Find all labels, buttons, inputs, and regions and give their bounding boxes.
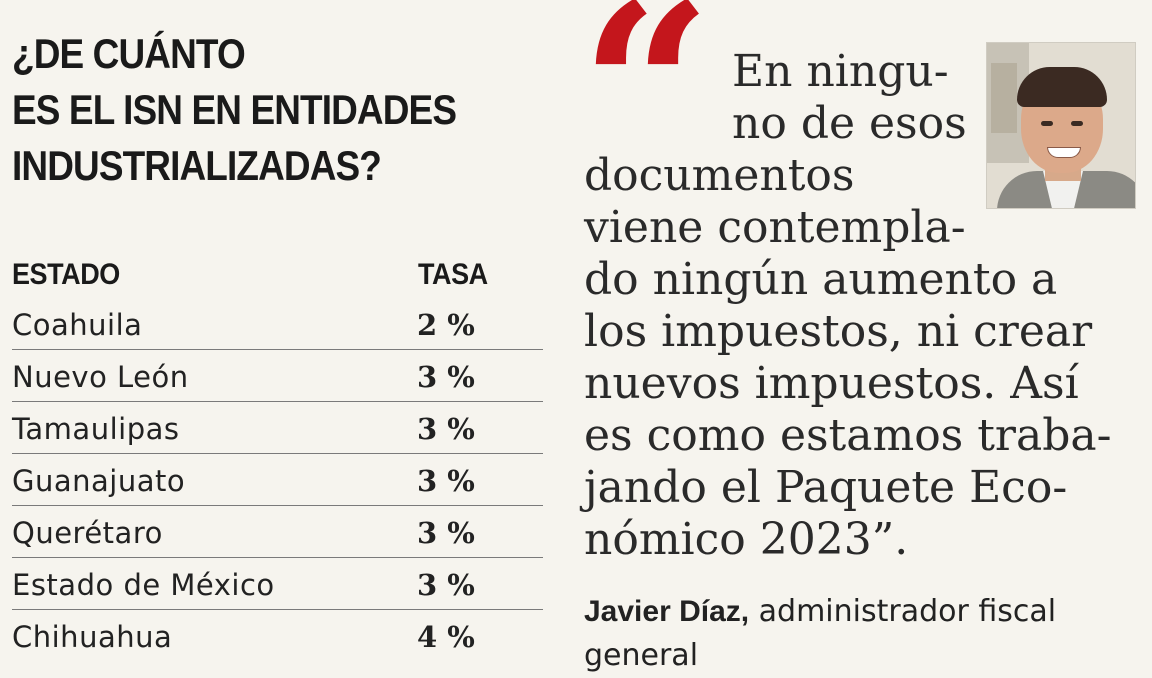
column-header-state: ESTADO [12,258,120,291]
state-rate: 3 % [417,464,475,498]
table-row: Coahuila 2 % [12,298,543,350]
state-name: Coahuila [12,308,143,342]
state-name: Chihuahua [12,620,173,654]
table-row: Querétaro 3 % [12,506,543,558]
table-row: Guanajuato 3 % [12,454,543,506]
infographic-title: ¿DE CUÁNTO ES EL ISN EN ENTIDADES INDUST… [12,26,487,194]
table-row: Tamaulipas 3 % [12,402,543,454]
table-row: Chihuahua 4 % [12,610,543,662]
title-line-3: INDUSTRIALIZADAS? [12,142,382,189]
state-rate: 3 % [417,516,475,550]
state-rate: 3 % [417,568,475,602]
quote-mark-icon: “ [580,0,712,224]
column-header-rate: TASA [418,258,488,291]
author-photo [986,42,1136,209]
state-name: Tamaulipas [12,412,180,446]
quote-line: los impuestos, ni crear [584,306,1093,357]
quote-line: nómico 2023”. [584,514,909,565]
quote-line: es como estamos traba- [584,410,1112,461]
state-rate: 2 % [417,308,475,342]
quote-line: no de esos [732,98,967,149]
state-name: Querétaro [12,516,163,550]
title-line-2: ES EL ISN EN ENTIDADES [12,86,457,133]
rate-table: Coahuila 2 % Nuevo León 3 % Tamaulipas 3… [12,298,543,662]
quote-attribution: Javier Díaz, administrador fiscal genera… [584,590,1056,678]
title-line-1: ¿DE CUÁNTO [12,30,246,77]
state-rate: 3 % [417,412,475,446]
table-header: ESTADO TASA [12,258,542,298]
quote-line: En ningu- [732,46,949,97]
quote-line: jando el Paquete Eco- [584,462,1068,513]
state-rate: 4 % [417,620,475,654]
quote-line: viene contempla- [584,202,966,253]
author-role-continued: general [584,638,699,673]
author-name: Javier Díaz, [584,595,750,628]
quote-line: documentos [584,150,855,201]
quote-line: do ningún aumento a [584,254,1058,305]
table-row: Nuevo León 3 % [12,350,543,402]
state-name: Estado de México [12,568,275,602]
author-role: administrador fiscal [749,594,1057,629]
state-name: Guanajuato [12,464,186,498]
state-rate: 3 % [417,360,475,394]
table-row: Estado de México 3 % [12,558,543,610]
state-name: Nuevo León [12,360,189,394]
quote-line: nuevos impuestos. Así [584,358,1079,409]
quote-text: En ningu- no de esos documentos viene co… [584,46,1124,566]
